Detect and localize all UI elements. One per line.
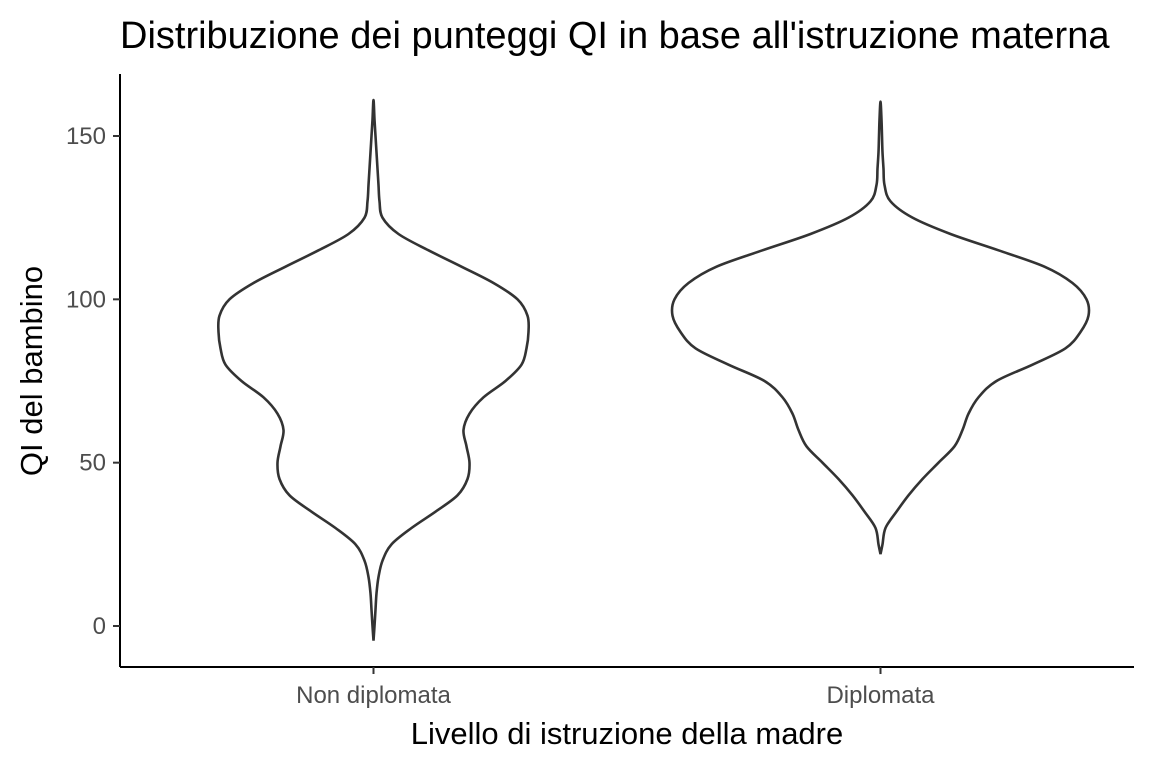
y-tick-label: 100: [66, 286, 106, 313]
y-tick-label: 150: [66, 123, 106, 150]
plot-area: [216, 98, 1091, 641]
x-tick-label: Diplomata: [826, 682, 935, 709]
x-tick-label: Non diplomata: [296, 682, 451, 709]
y-axis-title: QI del bambino: [14, 266, 49, 476]
x-axis-ticks: Non diplomata Diplomata: [296, 667, 935, 709]
violin-non-diplomata: [216, 98, 531, 641]
y-axis-ticks: 0 50 100 150: [66, 123, 120, 640]
y-tick-label: 50: [79, 450, 106, 477]
y-tick-label: 0: [93, 613, 106, 640]
chart-title: Distribuzione dei punteggi QI in base al…: [120, 15, 1110, 57]
x-axis-title: Livello di istruzione della madre: [411, 716, 844, 751]
violin-diplomata: [670, 100, 1091, 555]
